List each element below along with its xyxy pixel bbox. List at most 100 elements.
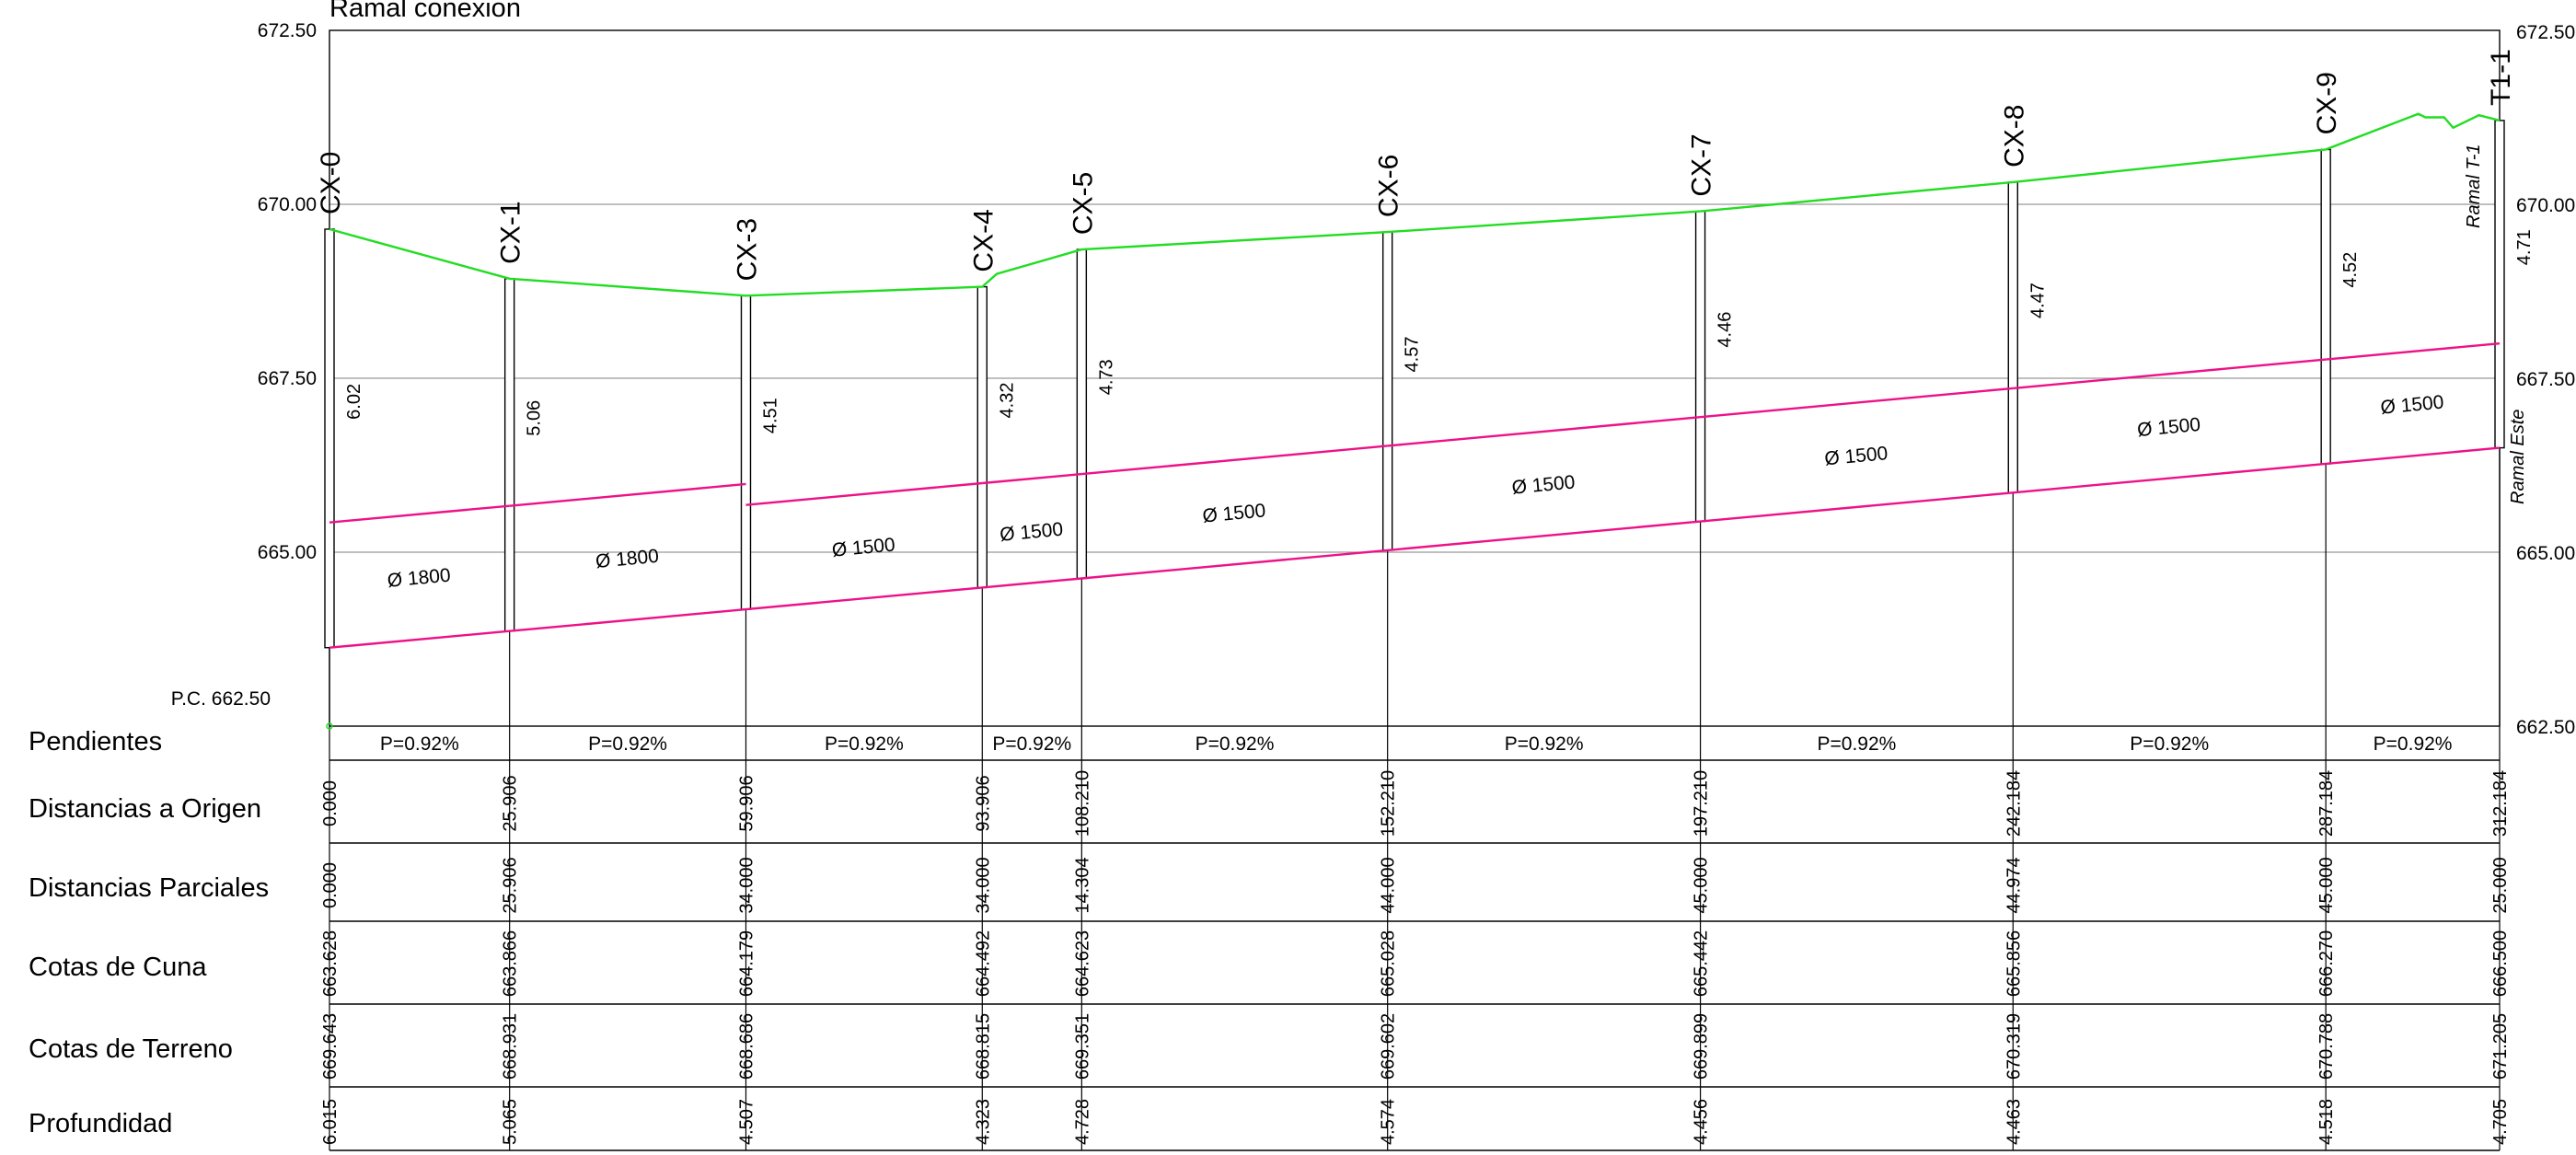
pipe-crown-line <box>329 504 510 524</box>
pipe-diameter-label: Ø 1500 <box>1202 500 1267 526</box>
invert-value: 666.270 <box>2316 930 2337 997</box>
y-tick-665-00: 665.00 <box>258 542 317 563</box>
dist-origin-value: 93.906 <box>973 775 993 831</box>
manhole-label: T1-1 <box>2486 49 2516 106</box>
y-tick-672-50: 672.50 <box>258 20 317 41</box>
plane-of-comparison-label: P.C. 662.50 <box>171 688 271 710</box>
dist-origin-value: 197.210 <box>1692 770 1712 837</box>
terrain-value: 668.686 <box>736 1013 757 1080</box>
dist-origin-value: 108.210 <box>1072 770 1092 837</box>
depth-value: 4.574 <box>1379 1099 1399 1145</box>
slope-value: P=0.92% <box>992 733 1071 755</box>
data-table: 0.000 0.000 663.628 669.643 6.015 25.906 25.90… <box>320 733 2511 1151</box>
dist-origin-value: 287.184 <box>2316 770 2337 837</box>
pipe-invert-line <box>2326 446 2501 466</box>
depth-marker: 4.71 <box>2514 229 2535 265</box>
pipe-invert-line <box>1387 520 1701 552</box>
depth-value: 4.456 <box>1692 1099 1712 1145</box>
depth-marker: 4.47 <box>2027 283 2048 318</box>
manhole-shaft <box>503 278 515 632</box>
slope-value: P=0.92% <box>825 733 904 755</box>
terrain-value: 668.931 <box>501 1013 521 1080</box>
dist-partial-value: 14.304 <box>1072 857 1092 913</box>
pipe-crown-line <box>2326 342 2501 361</box>
row-label-depth: Profundidad <box>29 1109 172 1138</box>
terrain-value: 669.643 <box>320 1013 341 1080</box>
invert-value: 666.500 <box>2490 930 2511 997</box>
manhole-shaft <box>2494 120 2505 449</box>
dist-origin-value: 25.906 <box>501 775 521 831</box>
manhole-label: CX-7 <box>1687 133 1717 196</box>
y-tick-right-670-00: 670.00 <box>2516 195 2575 216</box>
pipe-layer: Ø 1800 Ø 1800 Ø 1500 Ø 1500 Ø 1500 Ø 1500 Ø 15… <box>329 342 2501 649</box>
pipe-invert-line <box>329 629 510 649</box>
depth-marker: 4.57 <box>1403 337 1423 373</box>
y-tick-right-665-00: 665.00 <box>2516 543 2575 564</box>
pipe-crown-line <box>982 472 1082 485</box>
pipe-invert-line <box>1700 491 2014 523</box>
pipe-diameter-label: Ø 1800 <box>595 546 660 572</box>
y-tick-right-662-50: 662.50 <box>2516 717 2575 738</box>
invert-value: 665.856 <box>2004 930 2024 997</box>
manhole-label: CX-1 <box>496 201 526 263</box>
invert-value: 664.623 <box>1072 930 1092 997</box>
dist-origin-value: 242.184 <box>2004 770 2024 837</box>
terrain-layer <box>326 112 2501 730</box>
pipe-invert-line <box>2013 462 2327 494</box>
terrain-value: 668.815 <box>973 1013 993 1080</box>
terrain-value: 669.899 <box>1692 1013 1712 1080</box>
dist-partial-value: 44.974 <box>2004 857 2024 913</box>
row-label-dist-origin: Distancias a Origen <box>29 794 261 824</box>
terrain-value: 670.319 <box>2004 1013 2024 1080</box>
pipe-diameter-label: Ø 1800 <box>387 565 452 592</box>
dist-partial-value: 34.000 <box>736 857 757 913</box>
depth-value: 4.323 <box>973 1099 993 1145</box>
depth-marker: 4.52 <box>2340 252 2361 288</box>
depth-marker: 4.73 <box>1096 359 1116 395</box>
ramal-este-label: Ramal Este <box>2508 410 2528 504</box>
manhole-label: CX-6 <box>1374 155 1404 217</box>
slope-value: P=0.92% <box>1196 733 1275 755</box>
manhole-label: CX-9 <box>2312 72 2342 134</box>
y-tick-right-667-50: 667.50 <box>2516 369 2575 390</box>
origin-marker <box>326 722 333 730</box>
row-label-terrain: Cotas de Terreno <box>29 1034 233 1064</box>
y-tick-right-672-50: 672.50 <box>2516 22 2575 43</box>
depth-marker: 4.32 <box>997 383 1017 419</box>
pipe-diameter-label: Ø 1500 <box>831 534 896 560</box>
invert-value: 664.179 <box>736 930 757 997</box>
dist-partial-value: 0.000 <box>320 862 341 908</box>
depth-value: 4.705 <box>2490 1099 2511 1145</box>
pipe-invert-line <box>509 607 746 632</box>
dist-partial-value: 25.000 <box>2490 857 2511 913</box>
manhole-shaft <box>1694 210 1706 523</box>
slope-value: P=0.92% <box>1818 733 1897 755</box>
pipe-crown-line <box>509 482 746 507</box>
depth-marker: 5.06 <box>525 400 545 436</box>
pipe-diameter-label: Ø 1500 <box>2136 414 2201 441</box>
pipe-diameter-label: Ø 1500 <box>1511 471 1577 498</box>
grid-layer <box>329 29 2501 727</box>
manhole-layer: CX-0 6.02 CX-1 5.06 CX-3 4.51 CX-4 4.32 CX-5 4.73… <box>316 49 2535 1150</box>
manhole-shaft <box>976 285 988 589</box>
terrain-value: 669.602 <box>1379 1013 1399 1080</box>
depth-value: 4.507 <box>736 1099 757 1145</box>
manhole-shaft <box>1381 231 1393 551</box>
dist-partial-value: 34.000 <box>973 857 993 913</box>
slope-value: P=0.92% <box>2374 733 2453 755</box>
manhole-label: CX-5 <box>1068 172 1098 235</box>
pipe-invert-line <box>745 586 983 611</box>
dist-origin-value: 0.000 <box>320 780 341 826</box>
terrain-value: 670.788 <box>2316 1013 2337 1080</box>
slope-value: P=0.92% <box>588 733 667 755</box>
manhole-shaft <box>2007 181 2018 493</box>
pipe-diameter-label: Ø 1500 <box>2380 392 2445 419</box>
pipe-crown-line <box>1081 445 1388 476</box>
manhole-shaft <box>740 295 752 610</box>
invert-value: 665.442 <box>1692 930 1712 997</box>
pipe-crown-line <box>2013 358 2327 390</box>
depth-marker: 4.51 <box>760 398 780 433</box>
depth-value: 4.518 <box>2316 1099 2337 1145</box>
slope-value: P=0.92% <box>1505 733 1584 755</box>
